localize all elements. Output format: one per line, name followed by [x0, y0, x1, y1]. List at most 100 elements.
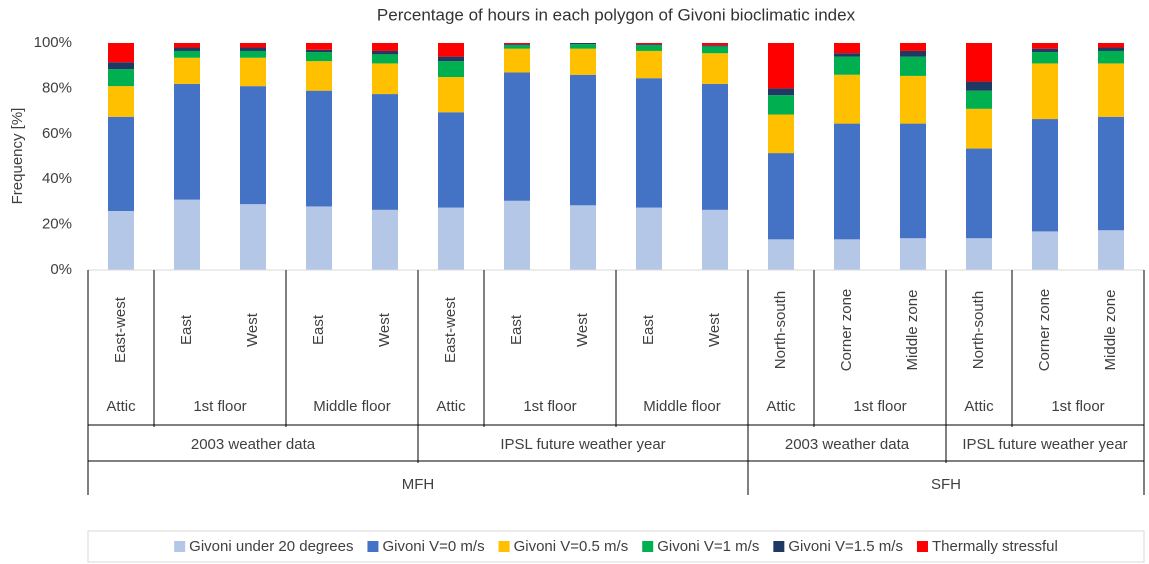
bar-segment — [834, 43, 860, 54]
bar-segment — [570, 205, 596, 270]
bar-segment — [702, 46, 728, 54]
bar-segment — [1032, 63, 1058, 120]
bar-segment — [372, 209, 398, 270]
bar-segment — [702, 45, 728, 47]
x-tick-label: East — [508, 314, 525, 345]
bar-segment — [174, 57, 200, 84]
bar-segment — [702, 53, 728, 84]
bar-segment — [174, 43, 200, 48]
legend-label: Givoni V=0.5 m/s — [514, 538, 629, 555]
bar-segment — [570, 44, 596, 49]
bar-segment — [768, 95, 794, 115]
x-tick-label: East-west — [442, 296, 459, 363]
legend: Givoni under 20 degrees Givoni V=0 m/s Giv… — [174, 538, 1058, 555]
bar-segment — [702, 43, 728, 46]
bar-segment — [570, 74, 596, 206]
x-tick-label: North-south — [772, 291, 789, 369]
bar-segment — [372, 54, 398, 64]
group-label: Middle floor — [313, 398, 391, 415]
bar-segment — [570, 48, 596, 75]
bar-segment — [1098, 47, 1124, 51]
legend-swatch — [773, 541, 785, 552]
group-label: 1st floor — [853, 398, 906, 415]
bar-segment — [504, 45, 530, 49]
group-label: 1st floor — [523, 398, 576, 415]
x-tick-label: East — [178, 314, 195, 345]
legend-label: Givoni V=0 m/s — [382, 538, 484, 555]
bar-segment — [438, 43, 464, 57]
bar-segment — [504, 200, 530, 270]
bar-segment — [768, 239, 794, 270]
bar-segment — [438, 112, 464, 208]
group-label: 2003 weather data — [785, 436, 910, 453]
bar-segment — [1098, 50, 1124, 64]
bar-segment — [1032, 52, 1058, 64]
bar-segment — [174, 50, 200, 58]
x-tick-label: Corner zone — [1036, 289, 1053, 372]
group-label: 1st floor — [193, 398, 246, 415]
bar-segment — [108, 69, 134, 87]
x-tick-label: Middle zone — [904, 290, 921, 371]
bar-segment — [636, 50, 662, 79]
legend-label: Givoni V=1 m/s — [657, 538, 759, 555]
bar-segment — [768, 43, 794, 89]
group-label: MFH — [402, 476, 435, 493]
group-label: Attic — [436, 398, 466, 415]
bar-segment — [306, 52, 332, 62]
legend-swatch — [916, 541, 928, 552]
bar-segment — [900, 50, 926, 57]
bar-segment — [1098, 116, 1124, 231]
bar-segment — [240, 57, 266, 87]
bar-segment — [570, 43, 596, 45]
bar-segment — [108, 43, 134, 63]
bar-segment — [438, 77, 464, 113]
x-tick-label: West — [244, 312, 261, 347]
bar-segment — [1098, 63, 1124, 117]
legend-swatch — [642, 541, 654, 552]
bar-segment — [1032, 48, 1058, 53]
bar-segment — [636, 45, 662, 51]
bar-segment — [966, 238, 992, 270]
group-label: IPSL future weather year — [962, 436, 1127, 453]
y-tick-label: 60% — [42, 125, 72, 142]
y-tick-label: 0% — [50, 261, 72, 278]
x-tick-label: East-west — [112, 296, 129, 363]
chart-title: Percentage of hours in each polygon of G… — [377, 5, 856, 24]
y-tick-label: 80% — [42, 79, 72, 96]
legend-swatch — [498, 541, 510, 552]
legend-label: Thermally stressful — [932, 538, 1058, 555]
bar-segment — [1032, 231, 1058, 270]
bar-segment — [900, 43, 926, 51]
bar-segment — [966, 148, 992, 239]
bar-segment — [1098, 230, 1124, 270]
bar-segment — [966, 81, 992, 91]
bar-segment — [1098, 43, 1124, 48]
group-label: 1st floor — [1051, 398, 1104, 415]
group-label: IPSL future weather year — [500, 436, 665, 453]
x-tick-label: North-south — [970, 291, 987, 369]
bar-segment — [900, 238, 926, 270]
bar-segment — [504, 43, 530, 45]
legend-swatch — [174, 541, 186, 552]
bar-segment — [834, 53, 860, 57]
bar-segment — [372, 50, 398, 55]
group-label: Attic — [964, 398, 994, 415]
group-label: Attic — [766, 398, 796, 415]
bar-segment — [900, 56, 926, 76]
bar-segment — [900, 123, 926, 239]
y-tick-label: 40% — [42, 170, 72, 187]
bar-segment — [240, 86, 266, 205]
bar-segment — [108, 210, 134, 270]
bar-segment — [768, 88, 794, 96]
bar-segment — [636, 207, 662, 270]
bar-segment — [768, 153, 794, 240]
bar-segment — [966, 108, 992, 149]
y-axis-label: Frequency [%] — [9, 108, 26, 205]
x-tick-label: West — [574, 312, 591, 347]
bar-segment — [702, 83, 728, 210]
bar-segment — [504, 44, 530, 46]
bar-segment — [504, 72, 530, 201]
bar-segment — [1032, 43, 1058, 49]
